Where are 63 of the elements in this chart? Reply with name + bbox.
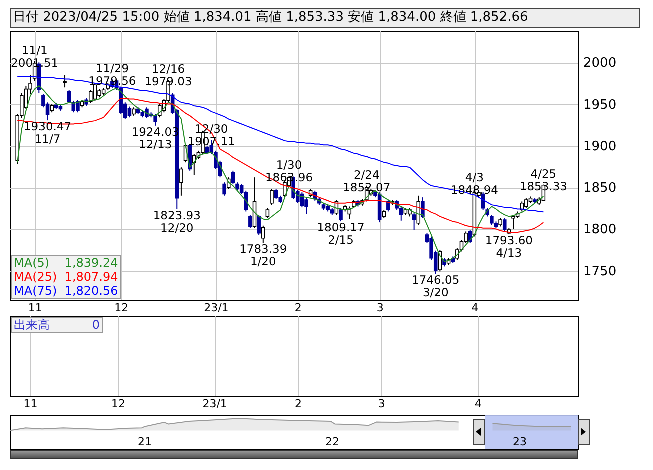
text: 0	[92, 318, 100, 332]
category-label: 12	[111, 398, 126, 410]
x-tick-label: 21	[138, 436, 152, 448]
annotation: 1930.47 11/7	[24, 120, 72, 146]
candlestick	[266, 208, 270, 219]
text: MA(5) 1,839.24	[14, 256, 118, 270]
candlestick	[257, 214, 261, 236]
text: 出来高	[14, 318, 50, 332]
x-tick-label: 12	[114, 302, 129, 314]
candlestick	[304, 198, 308, 215]
candlestick	[192, 154, 196, 176]
annotation: 2/24 1852.07	[343, 168, 391, 194]
candlestick	[67, 90, 72, 104]
text: MA(75) 1,820.56	[14, 284, 118, 298]
annotation: 1793.60 4/13	[485, 234, 533, 260]
annotation: 4/3 1848.94	[450, 170, 498, 197]
category-label: 3	[378, 398, 386, 410]
candlestick	[512, 214, 516, 230]
candlestick	[274, 188, 278, 200]
annotation: 11/1 2001.51	[11, 43, 59, 70]
y-tick-label: 1950	[584, 98, 617, 113]
x-tick-label: 23	[512, 436, 527, 448]
x-tick-label: 22	[326, 436, 340, 448]
candlestick	[270, 188, 274, 206]
candlestick	[339, 208, 343, 222]
y-tick-label: 2000	[584, 56, 617, 72]
y-tick-label: 1900	[584, 139, 617, 154]
candlestick	[412, 212, 416, 231]
candlestick	[231, 170, 236, 185]
category-label: 4	[474, 398, 482, 410]
annotation: 1/30 1863.96	[265, 158, 314, 184]
x-tick-label: 3	[376, 302, 384, 314]
x-tick-label: 4	[472, 302, 479, 314]
candlestick	[158, 104, 162, 118]
x-tick-label: 2	[294, 302, 302, 314]
y-tick-label: 1850	[584, 181, 617, 196]
annotation: 1809.17 2/15	[317, 220, 365, 248]
annotation: 12/16 1979.03	[144, 62, 192, 89]
category-label: 11	[24, 398, 38, 410]
annotation: 4/25 1853.33	[520, 166, 568, 194]
x-tick-label: 23/1	[204, 302, 229, 314]
x-tick-label: 11	[28, 302, 42, 314]
candlestick	[416, 195, 421, 226]
text: MA(25) 1,807.94	[14, 270, 118, 284]
annotation: 11/29 1979.56	[88, 62, 136, 88]
annotation: 1746.05 3/20	[412, 273, 460, 300]
annotation: 1783.39 1/20	[240, 242, 288, 269]
candlestick	[490, 214, 494, 226]
candlestick	[386, 200, 390, 212]
candlestick	[63, 74, 67, 88]
candlestick	[180, 167, 184, 196]
annotation: 1823.93 12/20	[153, 208, 201, 235]
y-tick-label: 1750	[584, 264, 617, 280]
candlestick	[128, 106, 132, 118]
candlestick	[222, 182, 226, 196]
candlestick	[248, 214, 252, 229]
candlestick	[154, 114, 158, 126]
candlestick	[502, 218, 507, 232]
chart-title: 日付 2023/04/25 15:00 始値 1,834.01 高値 1,853.33 安値 1,834.00 終値 1,852.66	[10, 8, 640, 28]
category-label: 2	[294, 398, 302, 410]
y-tick-label: 1800	[584, 222, 617, 238]
candlestick	[261, 225, 266, 244]
category-label: 23/1	[202, 398, 228, 410]
